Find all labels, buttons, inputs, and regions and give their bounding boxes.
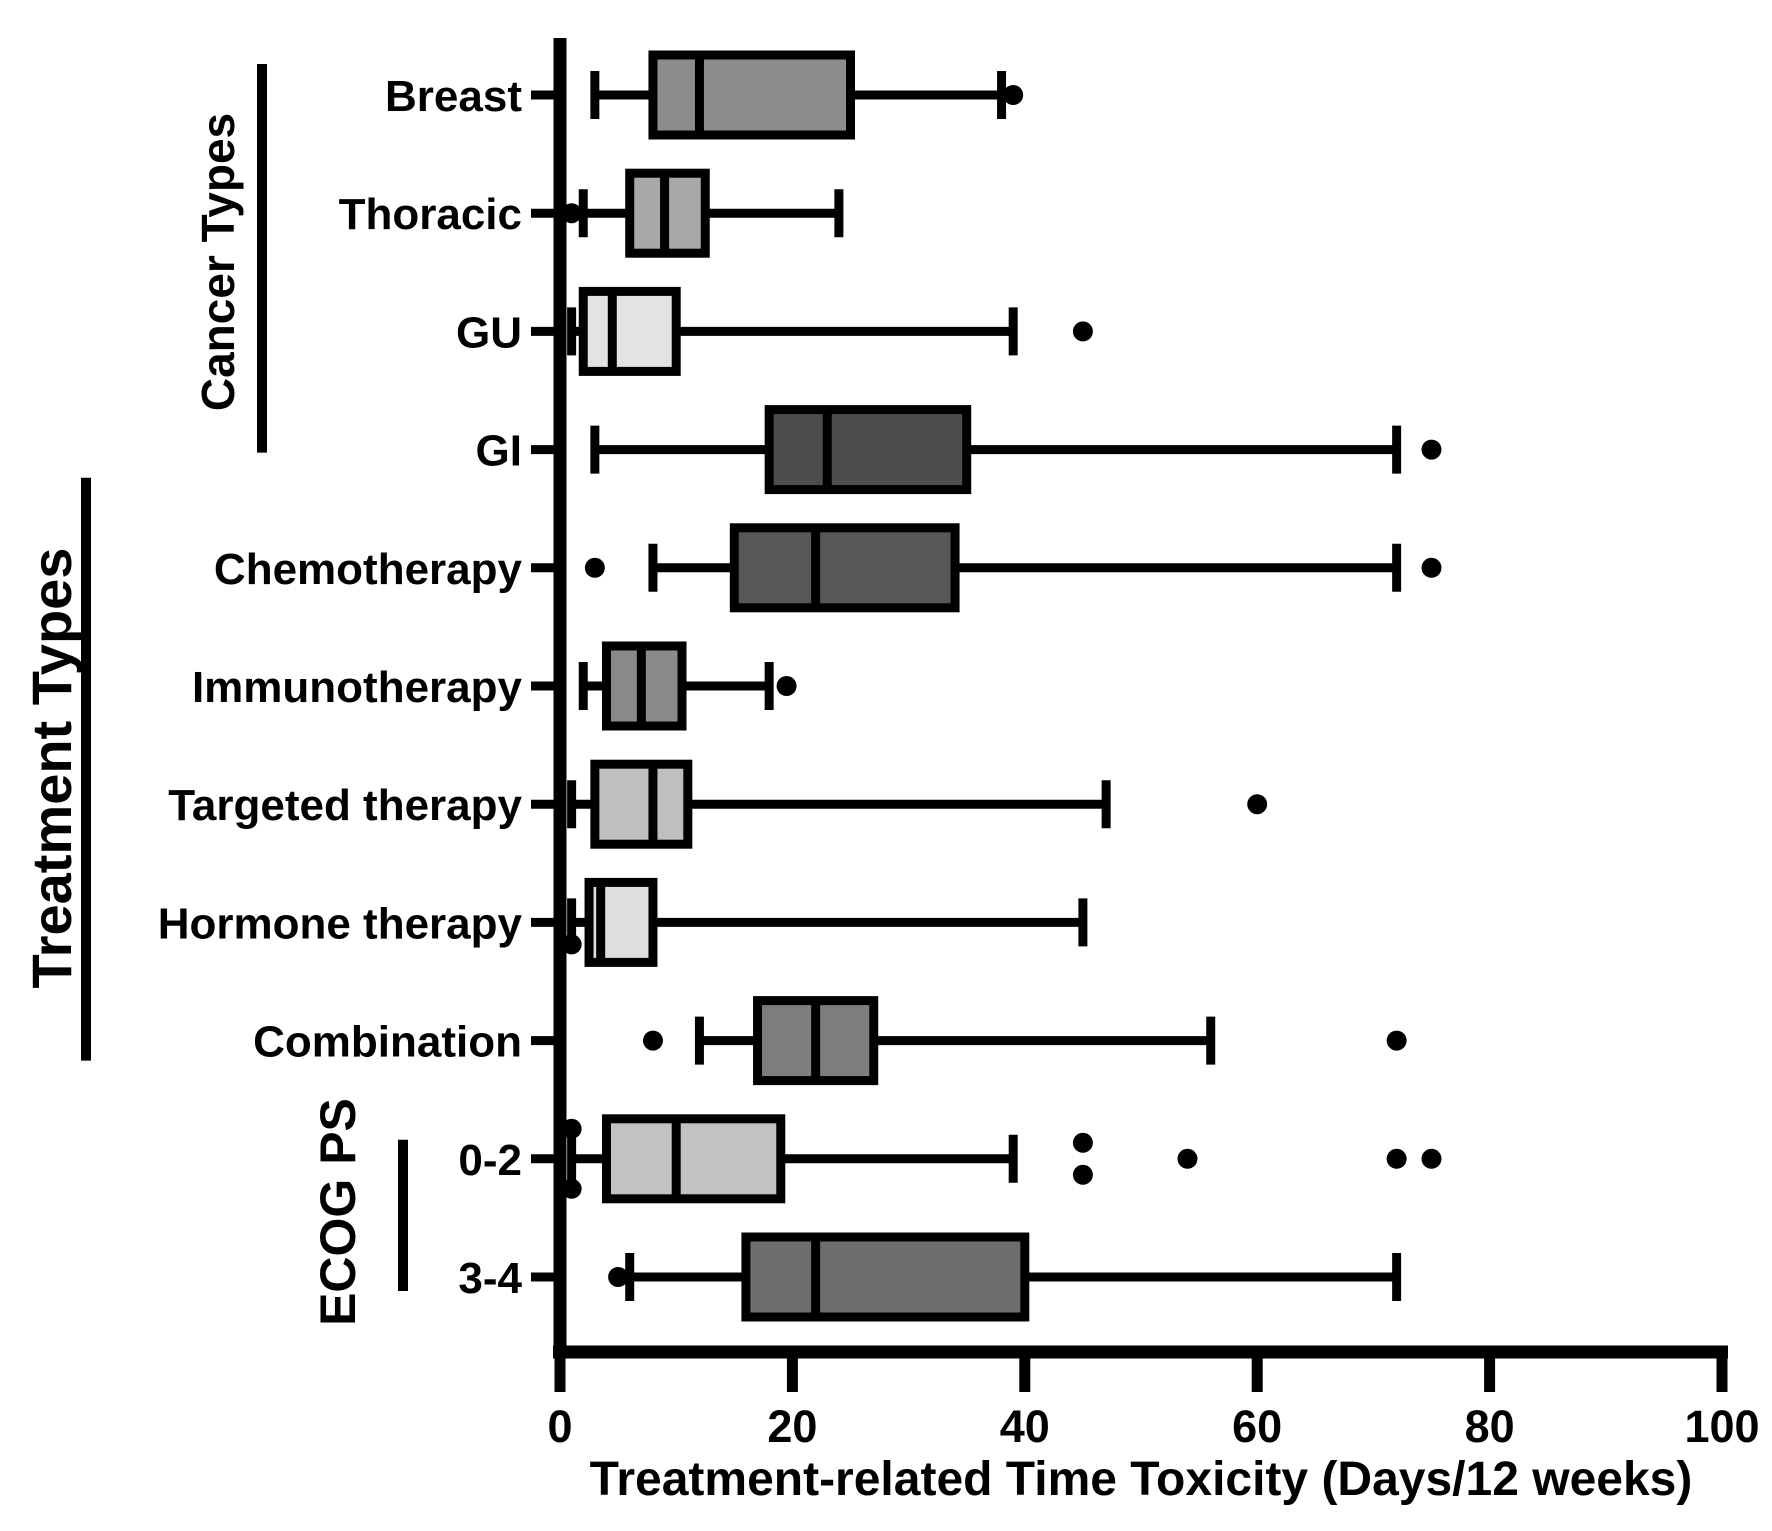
x-axis-ticks: 0 20 40 60 80 100 bbox=[547, 1352, 1760, 1452]
boxplot-row-gu: GU bbox=[456, 286, 1093, 376]
outlier-dot bbox=[776, 676, 797, 696]
x-axis-title: Treatment-related Time Toxicity (Days/12… bbox=[589, 1453, 1693, 1506]
outlier-dot bbox=[1003, 85, 1024, 105]
x-tick-label-20: 20 bbox=[767, 1401, 817, 1452]
row-label-0-2: 0-2 bbox=[458, 1136, 522, 1185]
row-label-combination: Combination bbox=[253, 1018, 522, 1067]
iqr-box bbox=[648, 50, 856, 140]
iqr-box bbox=[764, 405, 972, 495]
boxplot-row-0-2: 0-2 bbox=[458, 1114, 1442, 1204]
outlier-dot bbox=[584, 557, 605, 578]
outlier-dot bbox=[1072, 1132, 1093, 1153]
boxplot-row-thoracic: Thoracic bbox=[339, 168, 844, 258]
group-label-ecog-ps: ECOG PS bbox=[310, 1098, 366, 1326]
outlier-dot bbox=[642, 1030, 663, 1051]
row-label-chemotherapy: Chemotherapy bbox=[214, 545, 523, 594]
group-label-cancer-types: Cancer Types bbox=[192, 112, 244, 412]
boxplot-row-chemotherapy: Chemotherapy bbox=[214, 523, 1442, 613]
outlier-dot bbox=[1072, 321, 1093, 342]
outlier-dot bbox=[561, 1178, 582, 1199]
row-label-3-4: 3-4 bbox=[458, 1254, 522, 1303]
iqr-box bbox=[729, 523, 960, 613]
row-label-thoracic: Thoracic bbox=[339, 190, 522, 239]
row-label-gu: GU bbox=[456, 308, 522, 357]
iqr-box bbox=[578, 286, 681, 376]
outlier-dot bbox=[608, 1267, 629, 1287]
x-tick-label-40: 40 bbox=[1000, 1401, 1050, 1452]
outlier-dot bbox=[1177, 1148, 1198, 1169]
x-tick-label-0: 0 bbox=[547, 1401, 572, 1452]
x-tick-label-80: 80 bbox=[1465, 1401, 1515, 1452]
outlier-dot bbox=[561, 203, 582, 224]
outlier-dot bbox=[1247, 794, 1268, 815]
boxplot-row-combination: Combination bbox=[253, 996, 1407, 1086]
boxplot-row-hormone-therapy: Hormone therapy bbox=[158, 877, 1088, 967]
outlier-dot bbox=[1386, 1148, 1407, 1169]
row-label-hormone-therapy: Hormone therapy bbox=[158, 899, 523, 948]
row-label-immunotherapy: Immunotherapy bbox=[192, 663, 523, 712]
outlier-dot bbox=[1072, 1164, 1093, 1185]
boxplot-row-targeted-therapy: Targeted therapy bbox=[168, 759, 1268, 849]
outlier-dot bbox=[1421, 439, 1442, 460]
row-label-targeted-therapy: Targeted therapy bbox=[168, 781, 522, 830]
boxplot-row-gi: GI bbox=[476, 405, 1442, 495]
iqr-box bbox=[590, 759, 693, 849]
outlier-dot bbox=[561, 1118, 582, 1139]
row-label-breast: Breast bbox=[385, 72, 522, 121]
iqr-box bbox=[601, 1114, 786, 1204]
outlier-dot bbox=[1421, 557, 1442, 578]
row-label-gi: GI bbox=[476, 427, 522, 476]
iqr-box bbox=[741, 1232, 1030, 1322]
boxplot-row-3-4: 3-4 bbox=[458, 1232, 1402, 1322]
group-label-treatment-types: Treatment Types bbox=[20, 547, 83, 989]
x-tick-label-60: 60 bbox=[1232, 1401, 1282, 1452]
x-tick-label-100: 100 bbox=[1684, 1401, 1759, 1452]
outlier-dot bbox=[1421, 1148, 1442, 1169]
outlier-dot bbox=[1386, 1030, 1407, 1051]
boxplot-row-immunotherapy: Immunotherapy bbox=[192, 641, 797, 731]
boxplot-row-breast: Breast bbox=[385, 50, 1024, 140]
outlier-dot bbox=[561, 934, 582, 955]
